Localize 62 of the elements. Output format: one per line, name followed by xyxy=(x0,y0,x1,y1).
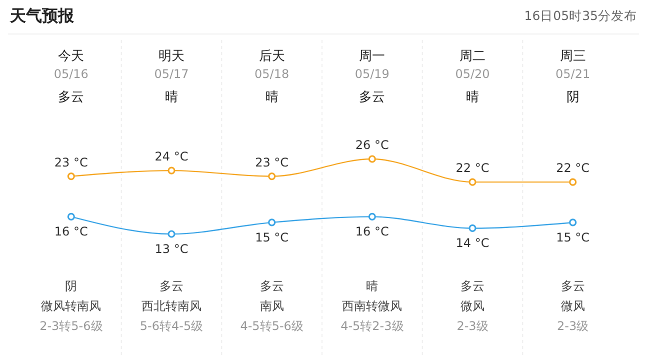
text: 05/16 xyxy=(54,67,88,81)
data-label: 15 °C xyxy=(556,230,590,244)
text: 多云 xyxy=(560,279,585,293)
text: 2-3级 xyxy=(557,319,589,333)
x-tick-label: 今天 xyxy=(58,49,84,64)
text: 多云 xyxy=(58,90,84,105)
text: 05/19 xyxy=(354,67,390,81)
point xyxy=(67,212,75,220)
point xyxy=(268,172,276,180)
text: 05/17 xyxy=(154,67,189,81)
chart-subtitle: 16日05时35分发布 xyxy=(524,8,637,23)
data-label: 14 °C xyxy=(456,236,490,250)
x-tick-label: 后天 xyxy=(258,49,285,64)
text: 多云 xyxy=(460,279,484,293)
point xyxy=(468,178,476,186)
text: 05/18 xyxy=(254,67,290,81)
text: 西南转微风 xyxy=(342,299,402,313)
text: 05/20 xyxy=(455,67,490,81)
point xyxy=(168,166,176,174)
point xyxy=(368,212,376,220)
x-tick-label: 周二 xyxy=(460,49,486,64)
x-tick-label: 周一 xyxy=(359,49,386,64)
data-label: 23 °C xyxy=(255,155,289,170)
data-label: 23 °C xyxy=(54,155,88,170)
text: 05/21 xyxy=(556,67,590,81)
data-label: 22 °C xyxy=(556,161,590,176)
text: 西北转南风 xyxy=(142,299,202,313)
data-label: 13 °C xyxy=(154,242,188,256)
text: 南风 xyxy=(260,299,284,313)
text: 多云 xyxy=(260,279,284,293)
x-tick-label: 明天 xyxy=(158,49,184,64)
data-label: 22 °C xyxy=(456,161,490,176)
text: 晴 xyxy=(466,90,479,105)
text: 微风 xyxy=(560,299,585,313)
text: 2-3转5-6级 xyxy=(40,319,103,333)
point xyxy=(268,218,276,226)
point xyxy=(569,178,577,186)
point xyxy=(368,155,376,163)
text: 4-5转2-3级 xyxy=(340,319,404,333)
text: 4-5转5-6级 xyxy=(240,319,304,333)
data-label: 16 °C xyxy=(355,224,389,239)
point xyxy=(67,172,75,180)
point xyxy=(569,218,577,226)
data-label: 15 °C xyxy=(255,230,289,244)
text: 多云 xyxy=(160,279,184,293)
text: 5-6转4-5级 xyxy=(140,319,204,333)
x-tick-label: 周三 xyxy=(560,49,586,64)
data-label: 24 °C xyxy=(154,150,188,164)
text: 多云 xyxy=(359,90,386,105)
text: 微风转南风 xyxy=(41,299,102,313)
text: 微风 xyxy=(460,299,484,313)
text: 阴 xyxy=(65,279,78,293)
text: 晴 xyxy=(265,90,278,105)
data-label: 26 °C xyxy=(355,138,389,152)
data-label: 16 °C xyxy=(54,224,88,239)
text: 阴 xyxy=(566,90,580,105)
text: 晴 xyxy=(165,90,178,105)
text: 晴 xyxy=(366,279,378,293)
chart-title: 天气预报 xyxy=(9,6,75,25)
point xyxy=(168,230,176,238)
point xyxy=(468,224,476,232)
text: 2-3级 xyxy=(456,319,488,333)
